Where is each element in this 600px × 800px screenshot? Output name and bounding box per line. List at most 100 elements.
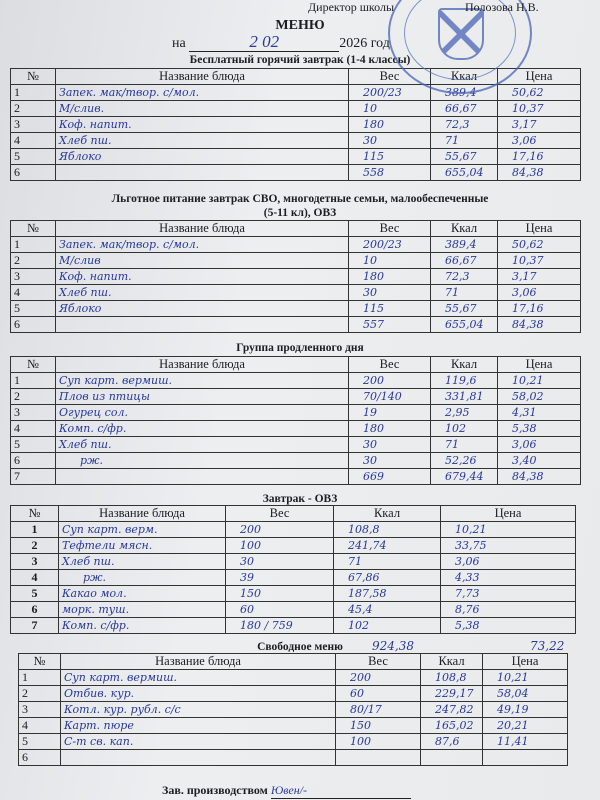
dish-name: Плов из птицы (55, 388, 349, 405)
row-number: 4 (10, 132, 56, 149)
dish-name: Коф. напит. (55, 116, 349, 133)
table-row: 2 Тефтели мясн. 100 241,74 33,75 (10, 537, 576, 554)
table-row: 6 558 655,04 84,38 (10, 164, 581, 181)
kcal: 71 (430, 284, 498, 301)
kcal: 679,44 (430, 468, 498, 485)
dish-name: М/слив (55, 252, 349, 269)
table-row: 4 Карт. пюре 150 165,02 20,21 (18, 717, 568, 734)
price: 7,73 (440, 585, 576, 602)
weight: 669 (348, 468, 431, 485)
column-header: Название блюда (60, 653, 336, 670)
price: 3,06 (497, 284, 581, 301)
weight: 200 (225, 521, 334, 538)
approver-name: Полозова Н.В. (465, 0, 539, 14)
price: 3,06 (497, 436, 581, 453)
signature-label: Зав. производством (162, 783, 268, 797)
kcal: 247,82 (420, 701, 483, 718)
weight: 70/140 (348, 388, 431, 405)
dish-name: Яблоко (55, 300, 349, 317)
row-number: 3 (18, 701, 61, 718)
price: 8,76 (440, 601, 576, 618)
row-number: 3 (10, 116, 56, 133)
row-number: 6 (18, 749, 61, 766)
price: 58,04 (482, 685, 568, 702)
year: 2026 год (339, 36, 390, 51)
column-header: Цена (497, 220, 581, 237)
row-number: 7 (10, 617, 59, 634)
price: 49,19 (482, 701, 568, 718)
table-row: 3 Хлеб пш. 30 71 3,06 (10, 553, 576, 570)
dish-name: Комп. с/фр. (55, 420, 349, 437)
dish-name (60, 749, 336, 766)
table-row: 4 Хлеб пш. 30 71 3,06 (10, 284, 581, 301)
dish-name: Суп карт. вермиш. (60, 669, 336, 686)
row-number: 1 (18, 669, 61, 686)
column-header: № (10, 356, 56, 373)
row-number: 2 (10, 537, 59, 554)
column-header: Ккал (333, 505, 441, 522)
table-header-row: № Название блюда Вес Ккал Цена (10, 356, 581, 373)
row-number: 6 (10, 452, 56, 469)
date-value: 2 02 (189, 33, 340, 52)
table-row: 3 Коф. напит. 180 72,3 3,17 (10, 116, 581, 133)
price: 10,21 (497, 372, 581, 389)
dish-name: Хлеб пш. (55, 284, 349, 301)
column-header: Цена (482, 653, 568, 670)
kcal: 119,6 (430, 372, 498, 389)
row-number: 1 (10, 521, 59, 538)
dish-name: морк. туш. (58, 601, 226, 618)
price: 10,21 (482, 669, 568, 686)
dish-name: Запек. мак/твор. с/мол. (55, 84, 349, 101)
weight: 200 (348, 372, 431, 389)
price: 11,41 (482, 733, 568, 750)
table-row: 4 рж. 39 67,86 4,33 (10, 569, 576, 586)
dish-name: Хлеб пш. (55, 132, 349, 149)
table-row: 4 Хлеб пш. 30 71 3,06 (10, 132, 581, 149)
approver-title: Директор школы (308, 0, 395, 14)
kcal: 72,3 (430, 268, 498, 285)
column-header: Название блюда (55, 68, 349, 85)
row-number: 1 (10, 84, 56, 101)
row-number: 5 (18, 733, 61, 750)
kcal: 102 (333, 617, 441, 634)
dish-name: Суп карт. вермиш. (55, 372, 349, 389)
section-subtitle: (5-11 кл), ОВЗ (263, 207, 337, 219)
page-title: МЕНЮ (275, 18, 325, 33)
kcal: 655,04 (430, 316, 498, 333)
weight: 30 (348, 284, 431, 301)
signature: Ювен/- (270, 783, 411, 799)
price: 4,33 (440, 569, 576, 586)
price: 10,37 (497, 100, 581, 117)
weight: 60 (225, 601, 334, 618)
column-header: Вес (335, 653, 421, 670)
kcal: 67,86 (333, 569, 441, 586)
kcal: 66,67 (430, 252, 498, 269)
kcal: 229,17 (420, 685, 483, 702)
weight (335, 749, 421, 766)
dish-name: Хлеб пш. (58, 553, 226, 570)
menu-table: № Название блюда Вес Ккал Цена 1 Суп карт. вер… (10, 356, 581, 485)
weight: 200 (335, 669, 421, 686)
weight: 180 (348, 268, 431, 285)
row-number: 3 (10, 404, 56, 421)
row-number: 2 (10, 252, 56, 269)
column-header: Название блюда (58, 505, 226, 522)
dish-name: Хлеб пш. (55, 436, 349, 453)
kcal: 45,4 (333, 601, 441, 618)
signature-line: Зав. производством Ювен/- (162, 783, 411, 799)
weight: 39 (225, 569, 334, 586)
weight: 100 (225, 537, 334, 554)
row-number: 3 (10, 553, 59, 570)
dish-name: Коф. напит. (55, 268, 349, 285)
kcal: 66,67 (430, 100, 498, 117)
ovz-total-kcal: 924,38 (372, 639, 414, 653)
row-number: 5 (10, 300, 56, 317)
kcal: 52,26 (430, 452, 498, 469)
price: 10,21 (440, 521, 576, 538)
kcal: 55,67 (430, 148, 498, 165)
table-row: 1 Суп карт. верм. 200 108,8 10,21 (10, 521, 576, 538)
weight: 30 (348, 436, 431, 453)
price: 4,31 (497, 404, 581, 421)
kcal: 241,74 (333, 537, 441, 554)
weight: 10 (348, 252, 431, 269)
